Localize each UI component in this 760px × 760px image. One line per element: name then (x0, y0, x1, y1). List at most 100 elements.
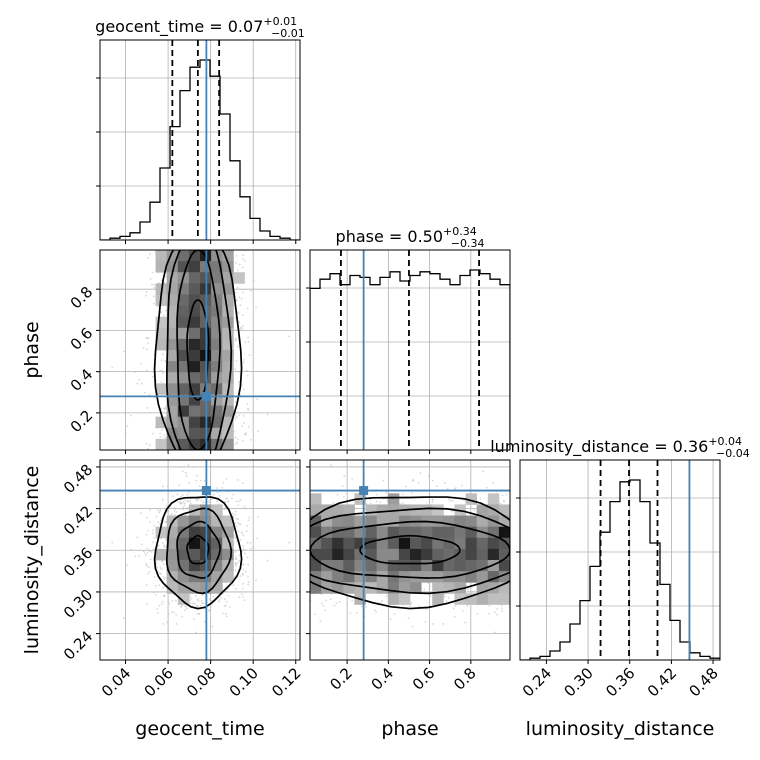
sample-point (162, 498, 164, 501)
sample-point (244, 259, 247, 262)
density-cell (222, 416, 234, 429)
density-cell (166, 361, 179, 373)
sample-point (324, 609, 327, 612)
density-cell (166, 416, 179, 429)
sample-point (208, 597, 211, 600)
sample-point (355, 612, 358, 614)
sample-point (138, 378, 141, 381)
density-cell (155, 383, 168, 395)
sample-point (168, 602, 171, 605)
sample-point (189, 502, 192, 505)
sample-point (111, 366, 114, 369)
scatter-panel-geocent_time-luminosity_distance (99, 459, 301, 661)
sample-point (479, 497, 482, 500)
title-main: geocent_time = 0.07 (95, 17, 263, 37)
density-cell (166, 548, 179, 561)
contour-level-1 (176, 250, 221, 450)
sample-point (461, 484, 463, 487)
sample-point (152, 591, 155, 594)
sample-point (249, 541, 252, 544)
sample-point (237, 312, 240, 315)
sample-point (145, 583, 148, 586)
density-cell (211, 372, 223, 384)
sample-point (238, 500, 240, 503)
sample-point (160, 310, 163, 313)
sample-point (150, 551, 153, 553)
sample-point (429, 595, 432, 597)
sample-point (431, 479, 434, 482)
sample-point (401, 493, 404, 496)
sample-point (236, 479, 239, 481)
sample-point (170, 611, 173, 614)
sample-point (197, 599, 200, 602)
panel-border (309, 249, 511, 451)
sample-point (242, 568, 245, 571)
density-cell (222, 405, 234, 418)
sample-point (164, 539, 167, 542)
sample-point (234, 401, 237, 403)
sample-point (189, 602, 192, 604)
sample-point (240, 593, 243, 595)
density-cell (177, 316, 190, 329)
density-cell (211, 338, 223, 351)
sample-point (452, 499, 454, 502)
sample-point (222, 481, 225, 484)
sample-point (158, 511, 161, 514)
sample-point (237, 504, 239, 507)
sample-point (225, 600, 228, 603)
sample-point (250, 547, 252, 550)
sample-point (237, 518, 239, 520)
sample-point (237, 438, 239, 441)
density-cell (222, 537, 234, 550)
sample-point (242, 548, 245, 551)
sample-point (493, 631, 496, 634)
sample-point (255, 579, 257, 582)
sample-point (195, 474, 198, 477)
sample-point (235, 525, 238, 527)
density-cell (188, 327, 201, 340)
density-cell (177, 526, 190, 539)
sample-point (381, 599, 383, 602)
sample-point (228, 606, 231, 608)
sample-point (167, 509, 170, 512)
sample-point (139, 512, 142, 515)
sample-point (162, 623, 165, 625)
density-cell (155, 548, 168, 561)
sample-point (160, 603, 163, 605)
sample-point (189, 594, 191, 597)
density-cell (177, 361, 190, 373)
sample-point (166, 621, 169, 624)
sample-point (209, 498, 212, 501)
sample-point (181, 470, 184, 473)
density-cell (211, 571, 223, 583)
density-cell (166, 526, 179, 539)
sample-point (241, 545, 244, 548)
sample-point (242, 596, 244, 598)
scatter-panel-geocent_time-phase (99, 249, 301, 451)
density-cell (211, 560, 223, 572)
sample-point (245, 530, 248, 533)
sample-point (245, 369, 248, 372)
sample-point (338, 600, 341, 603)
sample-point (239, 328, 242, 331)
density-cell (166, 372, 179, 384)
sample-point (288, 335, 290, 338)
sample-point (242, 563, 245, 566)
sample-point (242, 361, 245, 364)
density-cell (188, 305, 201, 318)
density-cell (211, 283, 223, 295)
sample-point (192, 466, 194, 469)
density-cell (222, 361, 234, 373)
sample-point (153, 576, 156, 579)
sample-point (175, 623, 178, 625)
sample-point (252, 279, 255, 282)
density-cell (166, 327, 179, 340)
density-cell (222, 526, 234, 539)
sample-point (192, 618, 195, 621)
density-cell (177, 394, 190, 406)
density-cell (177, 250, 190, 262)
sample-point (130, 414, 132, 417)
sample-point (234, 561, 237, 564)
sample-point (242, 388, 245, 391)
